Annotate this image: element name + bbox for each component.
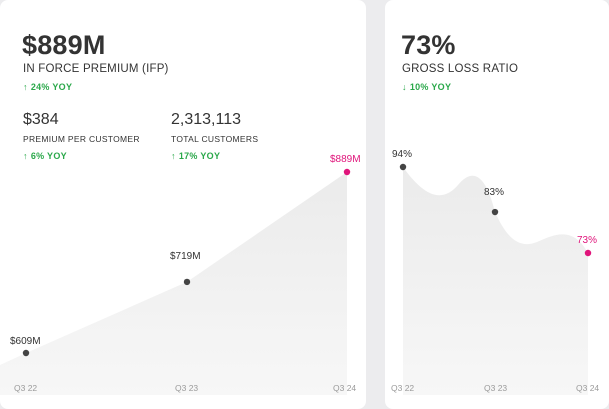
ifp-point-label: $609M bbox=[10, 336, 41, 347]
glr-point bbox=[584, 249, 592, 257]
glr-change-text: 10% YOY bbox=[409, 82, 452, 92]
glr-value: 73% bbox=[401, 30, 456, 60]
ifp-change-text: 24% YOY bbox=[30, 82, 73, 92]
ifp-label: IN FORCE PREMIUM (IFP) bbox=[23, 63, 169, 75]
ppc-change-text: 6% YOY bbox=[30, 151, 67, 161]
customers-change-text: 17% YOY bbox=[178, 151, 221, 161]
glr-point bbox=[491, 208, 499, 216]
glr-point bbox=[399, 163, 407, 171]
arrow-up-icon: ↑ bbox=[23, 151, 28, 161]
customers-value: 2,313,113 bbox=[171, 111, 241, 128]
ifp-x-tick: Q3 22 bbox=[14, 383, 38, 393]
ifp-point-label: $889M bbox=[330, 154, 361, 165]
ifp-change: ↑ 24% YOY bbox=[23, 82, 72, 92]
glr-point-label: 73% bbox=[577, 235, 598, 246]
glr-change: ↓ 10% YOY bbox=[402, 82, 451, 92]
ifp-area bbox=[0, 172, 347, 395]
ifp-point bbox=[22, 349, 30, 357]
glr-x-tick: Q3 23 bbox=[484, 383, 508, 393]
glr-point-label: 83% bbox=[484, 187, 505, 198]
glr-x-tick: Q3 22 bbox=[391, 383, 415, 393]
glr-x-tick: Q3 24 bbox=[576, 383, 600, 393]
ifp-x-tick: Q3 23 bbox=[175, 383, 199, 393]
ifp-area-chart bbox=[0, 168, 351, 395]
ifp-point bbox=[183, 278, 191, 286]
ifp-point-label: $719M bbox=[170, 251, 201, 262]
glr-area-chart bbox=[399, 163, 592, 395]
arrow-down-icon: ↓ bbox=[402, 82, 407, 92]
customers-label: TOTAL CUSTOMERS bbox=[171, 134, 259, 144]
ppc-value: $384 bbox=[23, 111, 59, 128]
ppc-change: ↑ 6% YOY bbox=[23, 151, 67, 161]
ppc-label: PREMIUM PER CUSTOMER bbox=[23, 134, 140, 144]
arrow-up-icon: ↑ bbox=[23, 82, 28, 92]
ifp-card: $889M IN FORCE PREMIUM (IFP) ↑ 24% YOY $3… bbox=[0, 0, 366, 409]
glr-area bbox=[403, 167, 588, 395]
customers-change: ↑ 17% YOY bbox=[171, 151, 220, 161]
glr-point-label: 94% bbox=[392, 149, 413, 160]
arrow-up-icon: ↑ bbox=[171, 151, 176, 161]
glr-card: 73% GROSS LOSS RATIO ↓ 10% YOY 94% 83% 73… bbox=[385, 0, 609, 409]
glr-label: GROSS LOSS RATIO bbox=[402, 63, 519, 75]
ifp-x-tick: Q3 24 bbox=[333, 383, 357, 393]
ifp-value: $889M bbox=[22, 30, 106, 60]
ifp-point bbox=[343, 168, 351, 176]
